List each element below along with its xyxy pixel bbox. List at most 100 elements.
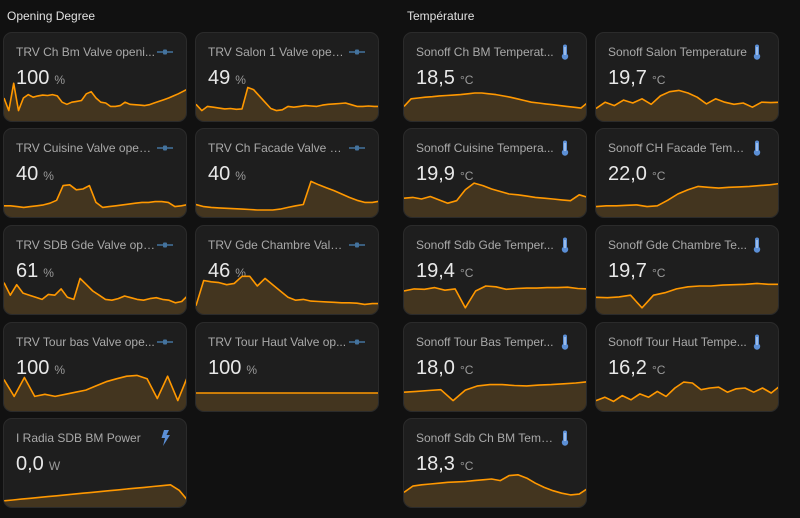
section-title-opening-degree: Opening Degree bbox=[7, 9, 96, 23]
sparkline-line bbox=[404, 92, 586, 109]
sensor-value-row: 40% bbox=[16, 163, 54, 186]
sparkline-area bbox=[596, 183, 778, 217]
sensor-value-row: 61% bbox=[16, 260, 54, 283]
sensor-card[interactable]: TRV Gde Chambre Valve... 46% bbox=[195, 225, 379, 315]
sensor-value: 19,7 bbox=[608, 67, 647, 89]
sparkline-area bbox=[596, 382, 778, 411]
sensor-value-row: 19,4 °C bbox=[416, 260, 473, 283]
sensor-card[interactable]: TRV Tour Haut Valve op... 100% bbox=[195, 322, 379, 412]
sensor-card[interactable]: I Radia SDB BM Power 0,0 W bbox=[3, 418, 187, 508]
thermometer-icon bbox=[556, 237, 574, 253]
sensor-name: TRV Cuisine Valve openi... bbox=[16, 141, 156, 155]
sensor-value-row: 49% bbox=[208, 67, 246, 90]
sensor-unit: °C bbox=[651, 169, 666, 183]
section-title-temperature: Température bbox=[407, 9, 475, 23]
sensor-card[interactable]: Sonoff Cuisine Tempera... 19,9 °C bbox=[403, 128, 587, 218]
sensor-card[interactable]: TRV Salon 1 Valve openi... 49% bbox=[195, 32, 379, 122]
sensor-card[interactable]: Sonoff CH Facade Temp... 22,0 °C bbox=[595, 128, 779, 218]
sensor-name: Sonoff Ch BM Temperat... bbox=[416, 45, 554, 59]
sparkline-graph bbox=[4, 277, 186, 314]
sparkline-area bbox=[404, 183, 586, 217]
sparkline-line bbox=[4, 484, 186, 502]
sparkline-line bbox=[404, 285, 586, 309]
thermometer-icon bbox=[748, 44, 766, 60]
sensor-value-row: 18,5 °C bbox=[416, 67, 473, 90]
sensor-value-row: 19,7 °C bbox=[608, 260, 665, 283]
sparkline-line bbox=[196, 275, 378, 306]
thermometer-icon bbox=[748, 140, 766, 156]
sensor-value-row: 16,2 °C bbox=[608, 357, 665, 380]
sensor-value: 46 bbox=[208, 260, 231, 282]
valve-icon bbox=[348, 237, 366, 253]
sensor-value: 19,4 bbox=[416, 260, 455, 282]
sensor-card[interactable]: Sonoff Gde Chambre Te... 19,7 °C bbox=[595, 225, 779, 315]
sensor-unit: % bbox=[54, 363, 66, 377]
sensor-card[interactable]: Sonoff Sdb Gde Temper... 19,4 °C bbox=[403, 225, 587, 315]
valve-icon bbox=[348, 334, 366, 350]
sensor-name: Sonoff Sdb Gde Temper... bbox=[416, 238, 554, 252]
valve-icon bbox=[156, 44, 174, 60]
sensor-name: Sonoff Gde Chambre Te... bbox=[608, 238, 747, 252]
sensor-name: TRV Tour Haut Valve op... bbox=[208, 335, 347, 349]
sensor-value: 19,9 bbox=[416, 163, 455, 185]
sparkline-graph bbox=[596, 282, 778, 314]
sensor-unit: °C bbox=[459, 459, 474, 473]
sensor-name: I Radia SDB BM Power bbox=[16, 431, 141, 445]
sparkline-line bbox=[596, 381, 778, 403]
sparkline-line bbox=[404, 182, 586, 204]
sensor-card[interactable]: TRV Ch Facade Valve op... 40% bbox=[195, 128, 379, 218]
sparkline-area bbox=[404, 286, 586, 314]
sensor-card[interactable]: Sonoff Sdb Ch BM Temp... 18,3 °C bbox=[403, 418, 587, 508]
valve-icon bbox=[348, 140, 366, 156]
sensor-unit: % bbox=[235, 73, 246, 87]
sensor-card[interactable]: TRV SDB Gde Valve ope... 61% bbox=[3, 225, 187, 315]
thermometer-icon bbox=[556, 140, 574, 156]
sensor-unit: °C bbox=[459, 73, 474, 87]
sensor-value: 49 bbox=[208, 67, 231, 89]
sparkline-graph bbox=[404, 92, 586, 121]
sensor-unit: % bbox=[43, 266, 54, 280]
sparkline-line bbox=[4, 374, 186, 402]
sensor-unit: °C bbox=[651, 266, 666, 280]
sensor-card[interactable]: TRV Ch Bm Valve openi... 100% bbox=[3, 32, 187, 122]
sensor-unit: % bbox=[43, 169, 54, 183]
sensor-card[interactable]: TRV Tour bas Valve ope... 100% bbox=[3, 322, 187, 412]
valve-icon bbox=[156, 334, 174, 350]
sensor-name: TRV SDB Gde Valve ope... bbox=[16, 238, 156, 252]
sensor-value-row: 18,0 °C bbox=[416, 357, 473, 380]
valve-icon bbox=[156, 140, 174, 156]
sensor-value-row: 22,0 °C bbox=[608, 163, 665, 186]
sensor-name: TRV Ch Facade Valve op... bbox=[208, 141, 348, 155]
sensor-value: 18,5 bbox=[416, 67, 455, 89]
sensor-name: TRV Tour bas Valve ope... bbox=[16, 335, 155, 349]
thermometer-icon bbox=[556, 334, 574, 350]
sparkline-graph bbox=[196, 180, 378, 217]
sparkline-line bbox=[196, 86, 378, 112]
sparkline-line bbox=[404, 381, 586, 402]
sensor-card[interactable]: Sonoff Ch BM Temperat... 18,5 °C bbox=[403, 32, 587, 122]
sensor-card[interactable]: Sonoff Salon Temperature 19,7 °C bbox=[595, 32, 779, 122]
sensor-value: 18,0 bbox=[416, 357, 455, 379]
sensor-value: 22,0 bbox=[608, 163, 647, 185]
sensor-value-row: 18,3 °C bbox=[416, 453, 473, 476]
sensor-unit: °C bbox=[459, 363, 474, 377]
sparkline-area bbox=[4, 484, 186, 507]
sparkline-graph bbox=[404, 381, 586, 411]
sensor-value: 100 bbox=[16, 67, 50, 89]
sensor-unit: % bbox=[235, 169, 246, 183]
sparkline-graph bbox=[596, 182, 778, 217]
sensor-unit: W bbox=[48, 459, 61, 473]
thermometer-icon bbox=[556, 44, 574, 60]
sparkline-line bbox=[4, 277, 186, 304]
sensor-card[interactable]: Sonoff Tour Bas Temper... 18,0 °C bbox=[403, 322, 587, 412]
sensor-unit: °C bbox=[651, 363, 666, 377]
sparkline-line bbox=[596, 182, 778, 208]
sensor-card[interactable]: Sonoff Tour Haut Tempe... 16,2 °C bbox=[595, 322, 779, 412]
sparkline-graph bbox=[196, 275, 378, 314]
sensor-value: 18,3 bbox=[416, 453, 455, 475]
sensor-unit: % bbox=[246, 363, 258, 377]
sensor-card[interactable]: TRV Cuisine Valve openi... 40% bbox=[3, 128, 187, 218]
sensor-name: Sonoff CH Facade Temp... bbox=[608, 141, 748, 155]
sparkline-graph bbox=[404, 182, 586, 217]
sparkline-area bbox=[596, 90, 778, 121]
